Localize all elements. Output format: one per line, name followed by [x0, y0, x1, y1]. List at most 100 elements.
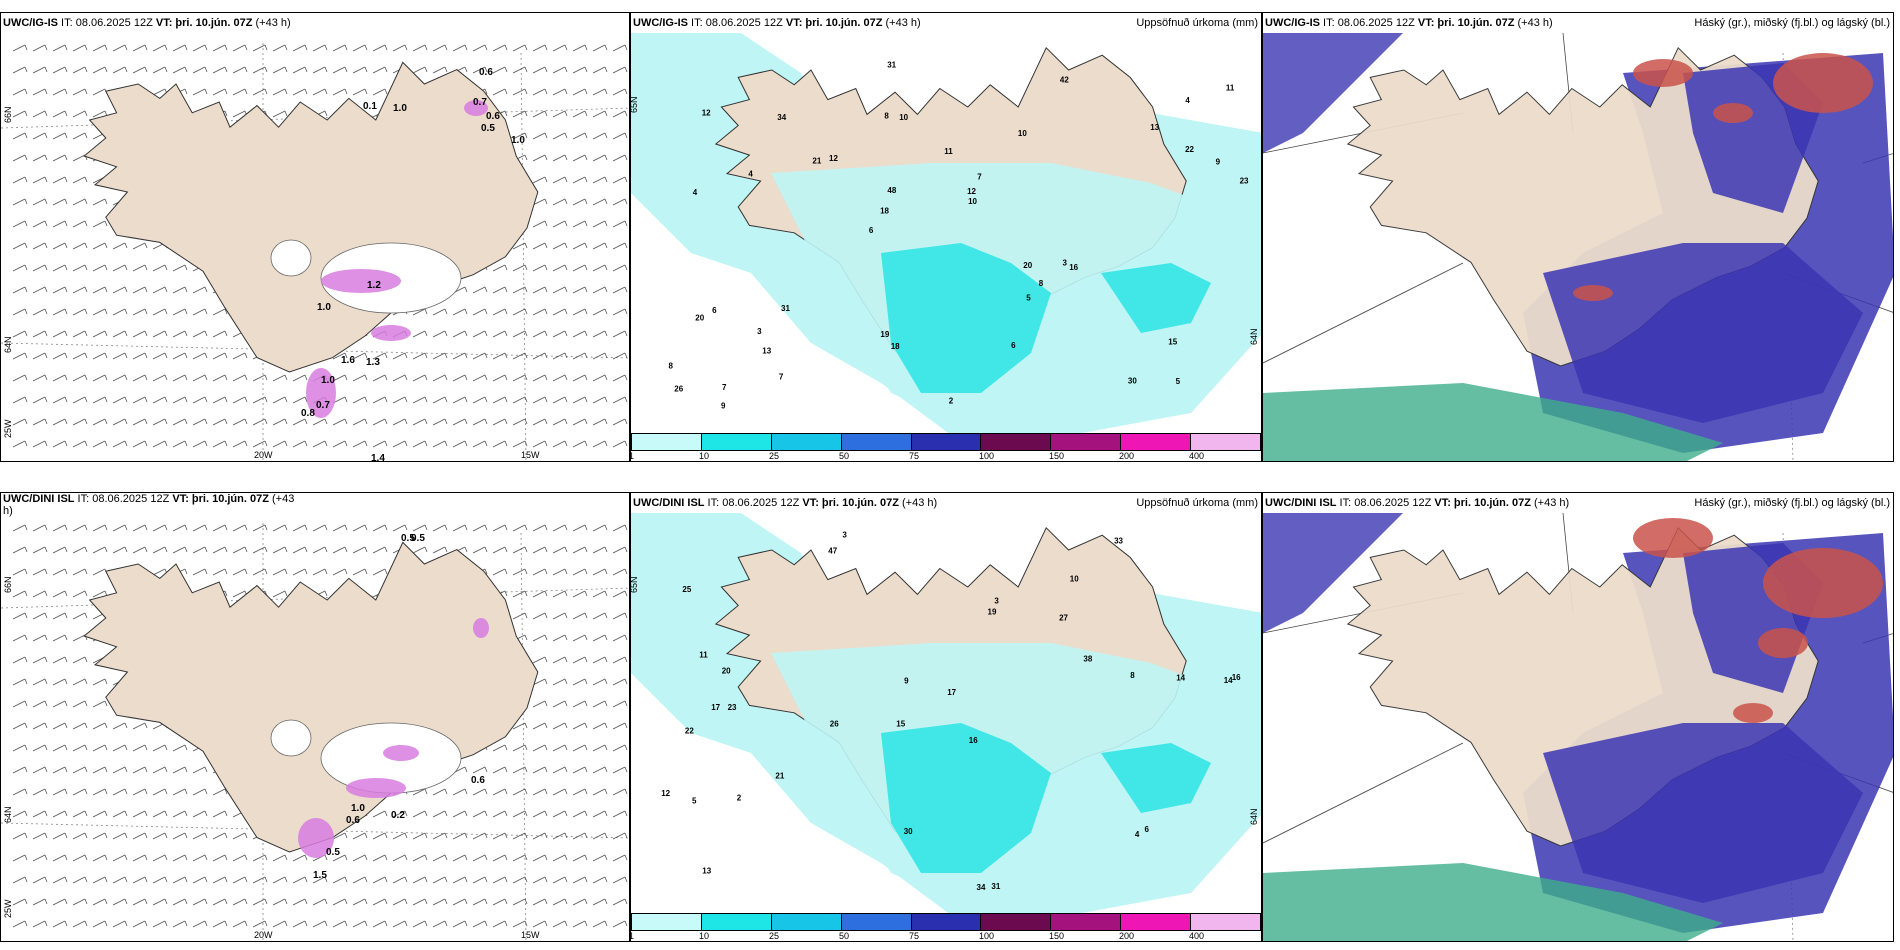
wind-barb: [272, 524, 288, 532]
colorbar-tick-label: 100: [979, 451, 995, 461]
wind-barb: [492, 832, 508, 840]
wind-barb: [452, 352, 468, 360]
wind-barb: [592, 524, 608, 532]
wind-barb: [372, 876, 388, 884]
precip-mid-area: [881, 243, 1051, 393]
wind-barb: [112, 418, 128, 426]
wind-barb: [12, 88, 28, 96]
precip-mid-area: [1101, 743, 1211, 813]
wind-barb: [592, 876, 608, 884]
wind-barb: [512, 88, 528, 96]
wind-barb: [472, 920, 488, 928]
precip-value-label: 38: [1083, 654, 1092, 663]
wind-barb: [152, 308, 168, 316]
wind-barb: [72, 396, 88, 404]
wind-barb: [32, 132, 48, 140]
wind-barb: [52, 66, 68, 74]
wind-barb: [552, 590, 568, 598]
precip-value-label: 20: [695, 314, 704, 323]
colorbar-tick-label: 50: [839, 931, 850, 941]
wind-barb: [512, 44, 528, 52]
precip-value-label: 0.7: [316, 400, 330, 411]
wind-barb: [292, 920, 308, 928]
iceland-landmass: [83, 61, 539, 373]
wind-barb: [572, 242, 588, 250]
precip-value-label: 47: [828, 546, 837, 555]
wind-barb: [572, 176, 588, 184]
panel-title: UWC/IG-IS IT: 08.06.2025 12Z VT: þri. 10…: [633, 17, 921, 29]
wind-barb: [572, 700, 588, 708]
colorbar-tick-label: 150: [1049, 451, 1065, 461]
wind-barb: [432, 854, 448, 862]
wind-barb: [532, 374, 548, 382]
precip-value-label: 5: [692, 797, 697, 806]
wind-barb: [532, 546, 548, 554]
wind-barb: [12, 810, 28, 818]
wind-barb: [72, 88, 88, 96]
wind-barb: [32, 854, 48, 862]
wind-barb: [232, 920, 248, 928]
wind-barb: [532, 788, 548, 796]
wind-barb: [312, 66, 328, 74]
wind-barb: [212, 440, 228, 448]
wind-barb: [492, 396, 508, 404]
wind-barb: [32, 44, 48, 52]
low-cloud-area: [1263, 383, 1723, 461]
wind-barb: [432, 920, 448, 928]
wind-barb: [52, 788, 68, 796]
precip-value-label: 3: [994, 596, 999, 605]
wind-barb: [572, 418, 588, 426]
lat-label: 64N: [3, 336, 13, 353]
wind-barb: [352, 546, 368, 554]
wind-barb: [392, 524, 408, 532]
wind-barb: [352, 44, 368, 52]
wind-barb: [612, 766, 628, 774]
wind-barb: [432, 308, 448, 316]
wind-barb: [532, 920, 548, 928]
precip-value-label: 13: [762, 346, 771, 355]
high-cloud-area: [1633, 518, 1713, 558]
wind-barb: [112, 898, 128, 906]
wind-barb: [372, 920, 388, 928]
wind-barb: [572, 568, 588, 576]
wind-barb: [112, 744, 128, 752]
wind-barb: [12, 678, 28, 686]
colorbar-cell: [841, 914, 912, 930]
precip-value-label: 10: [968, 197, 977, 206]
precip-value-label: 14: [1176, 673, 1185, 682]
wind-barb: [572, 634, 588, 642]
wind-barb: [412, 546, 428, 554]
wind-barb: [32, 66, 48, 74]
wind-barb: [452, 330, 468, 338]
wind-barb: [432, 524, 448, 532]
wind-barb: [52, 744, 68, 752]
panel-title: UWC/IG-IS IT: 08.06.2025 12Z VT: þri. 10…: [3, 17, 291, 29]
wind-barb: [592, 220, 608, 228]
wind-barb: [412, 920, 428, 928]
wind-barb: [92, 352, 108, 360]
wind-barb: [292, 524, 308, 532]
wind-barb: [532, 110, 548, 118]
wind-barb: [512, 308, 528, 316]
lat-label: 65N: [630, 576, 639, 593]
wind-barb: [232, 832, 248, 840]
wind-barb: [132, 546, 148, 554]
wind-barb: [292, 440, 308, 448]
wind-barb: [572, 656, 588, 664]
wind-barb: [592, 898, 608, 906]
wind-barb: [12, 374, 28, 382]
wind-barb: [572, 330, 588, 338]
wind-barb: [292, 898, 308, 906]
panel-subtitle: Háský (gr.), miðský (fj.bl.) og lágský (…: [1694, 17, 1890, 29]
wind-barb: [532, 286, 548, 294]
wind-barb: [572, 612, 588, 620]
wind-barb: [452, 308, 468, 316]
wind-barb: [332, 352, 348, 360]
wind-barb: [472, 854, 488, 862]
wind-barb: [192, 810, 208, 818]
wind-barb: [12, 286, 28, 294]
wind-barb: [592, 176, 608, 184]
wind-barb: [572, 920, 588, 928]
wind-barb: [252, 546, 268, 554]
wind-barb: [232, 524, 248, 532]
